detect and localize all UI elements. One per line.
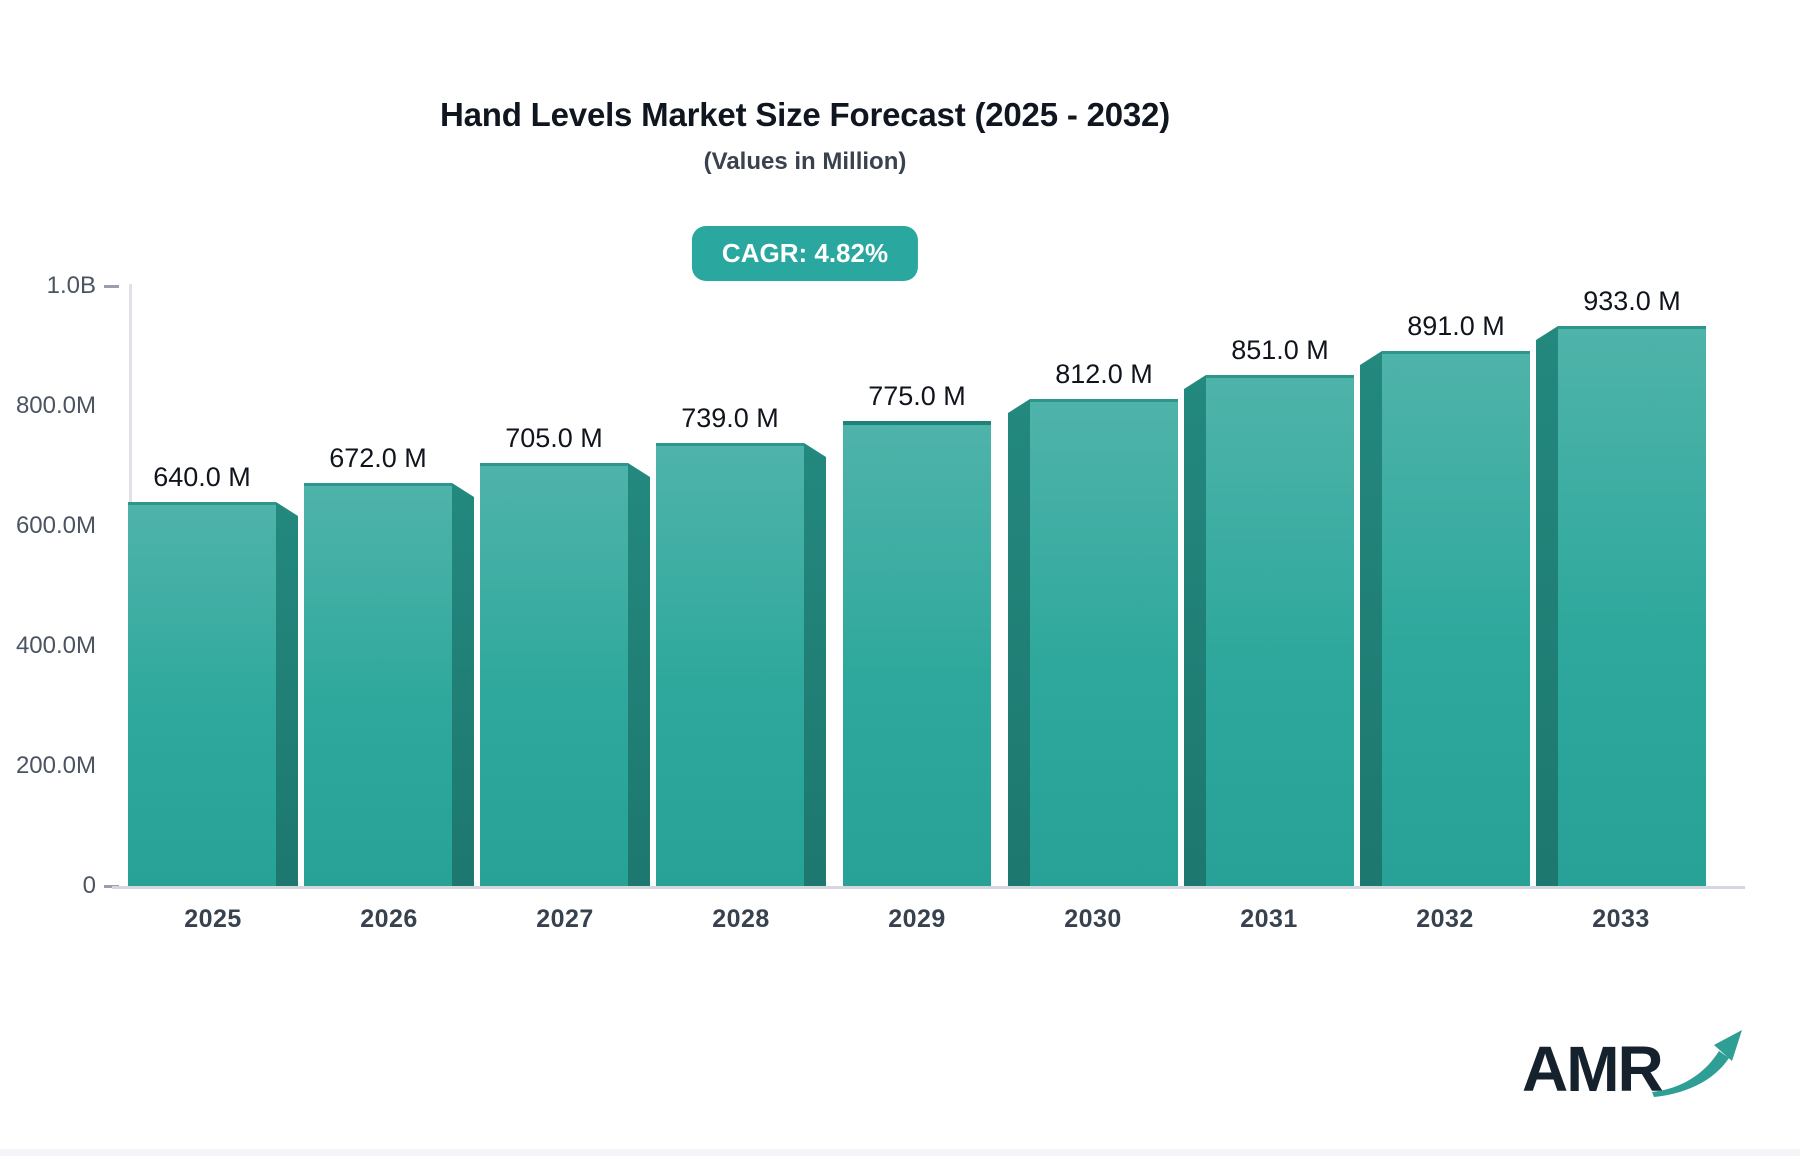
growth-arrow-icon <box>1651 1030 1742 1097</box>
bar-2030[interactable] <box>1008 399 1178 886</box>
bar-2027[interactable] <box>480 463 650 886</box>
bar-front-face[interactable] <box>480 463 628 886</box>
bar-value-label: 851.0 M <box>1231 335 1329 365</box>
bar-value-label: 933.0 M <box>1583 286 1681 316</box>
bar-value-label: 739.0 M <box>681 403 779 433</box>
y-tick-mark <box>104 285 119 288</box>
y-tick-label: 400.0M <box>15 632 96 659</box>
bar-side-face <box>1360 351 1382 886</box>
x-axis-label-2031: 2031 <box>1240 905 1298 933</box>
x-axis-label-2027: 2027 <box>536 905 594 933</box>
x-axis-label-2029: 2029 <box>888 905 946 933</box>
x-axis-label-2025: 2025 <box>184 905 242 933</box>
y-tick-mark <box>104 885 119 888</box>
bar-2029[interactable] <box>832 421 1002 886</box>
bar-2025[interactable] <box>128 502 298 886</box>
y-tick-label: 0 <box>82 872 96 899</box>
bar-value-label: 672.0 M <box>329 443 427 473</box>
bar-side-face <box>804 443 826 886</box>
bottom-edge-strip <box>0 1149 1800 1156</box>
bar-side-face <box>452 483 474 886</box>
x-axis-line <box>112 886 1745 889</box>
x-axis-label-2028: 2028 <box>712 905 770 933</box>
bar-value-label: 812.0 M <box>1055 359 1153 389</box>
bar-2026[interactable] <box>304 483 474 886</box>
bar-front-face[interactable] <box>128 502 276 886</box>
bar-front-face[interactable] <box>1558 326 1706 886</box>
x-axis-label-2032: 2032 <box>1416 905 1474 933</box>
y-tick-label: 600.0M <box>15 512 96 539</box>
x-axis: 2025 2026 2027 2028 2029 2030 2031 2032 2033 <box>0 905 1800 950</box>
bar-front-face[interactable] <box>1206 375 1354 886</box>
x-axis-label-2030: 2030 <box>1064 905 1122 933</box>
bar-front-face[interactable] <box>1382 351 1530 886</box>
bar-front-face[interactable] <box>1030 399 1178 886</box>
x-axis-label-2026: 2026 <box>360 905 418 933</box>
y-tick-label: 1.0B <box>46 272 96 299</box>
bar-2028[interactable] <box>656 443 826 886</box>
brand-logo: AMR <box>1522 1028 1746 1102</box>
bar-front-face[interactable] <box>656 443 804 886</box>
bar-side-face <box>1536 326 1558 886</box>
bar-value-label: 891.0 M <box>1407 311 1505 341</box>
bar-front-face[interactable] <box>304 483 452 886</box>
bar-2031[interactable] <box>1184 375 1354 886</box>
y-tick-label: 800.0M <box>15 392 96 419</box>
y-tick-label: 200.0M <box>15 752 96 779</box>
bar-2033[interactable] <box>1536 326 1706 886</box>
bar-side-face <box>276 502 298 886</box>
bar-side-face <box>1184 375 1206 886</box>
bar-side-face <box>628 463 650 886</box>
brand-logo-text: AMR <box>1522 1033 1664 1105</box>
bar-side-face <box>1008 399 1030 886</box>
bar-value-label: 705.0 M <box>505 423 603 453</box>
cagr-badge: CAGR: 4.82% <box>691 226 919 281</box>
bar-2032[interactable] <box>1360 351 1530 886</box>
bar-front-face[interactable] <box>843 421 991 886</box>
chart-title: Hand Levels Market Size Forecast (2025 -… <box>440 96 1170 133</box>
plot-area: 0 200.0M 400.0M 600.0M 800.0M 1.0B 640.0 M 672… <box>0 0 1706 899</box>
bar-value-label: 775.0 M <box>868 381 966 411</box>
bar-value-label: 640.0 M <box>153 462 251 492</box>
chart-subtitle: (Values in Million) <box>703 148 907 175</box>
x-axis-label-2033: 2033 <box>1592 905 1650 933</box>
y-axis: 0 200.0M 400.0M 600.0M 800.0M 1.0B <box>0 0 122 899</box>
